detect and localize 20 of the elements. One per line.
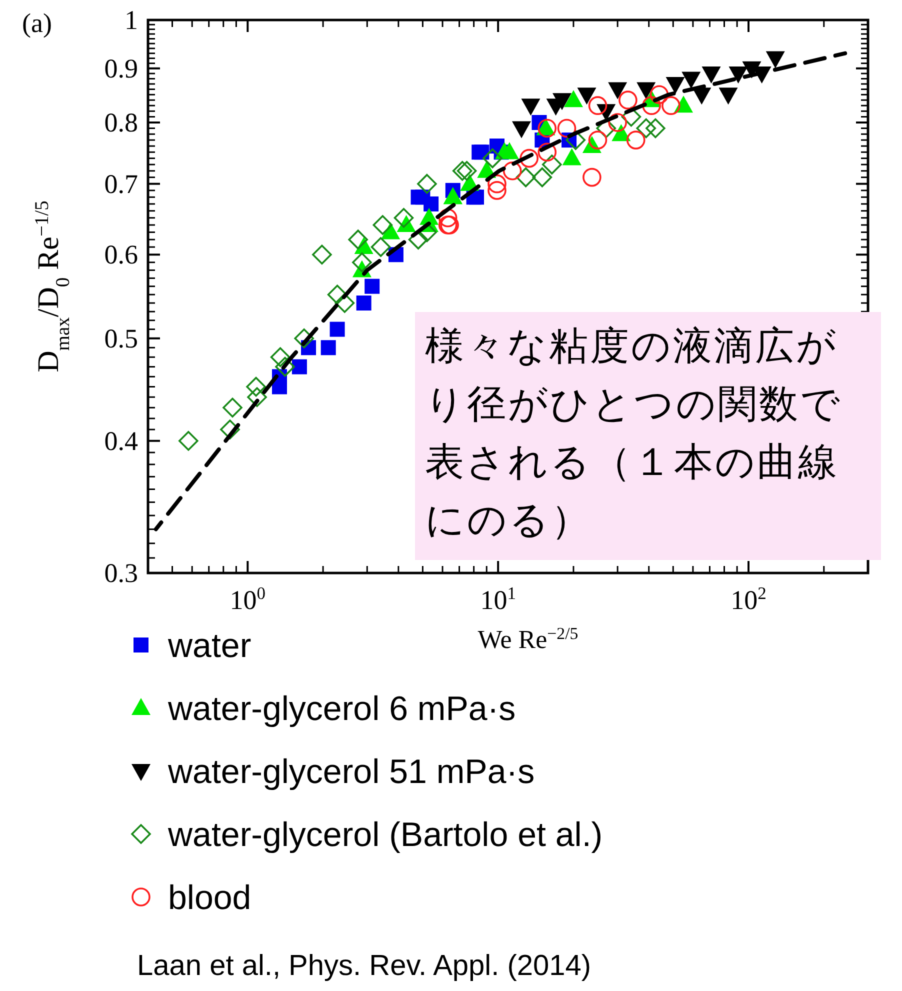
legend-label: water-glycerol 51 mPa·s — [167, 753, 535, 791]
legend-label: water — [167, 627, 252, 665]
y-tick-label: 0.4 — [104, 426, 138, 456]
y-tick-label: 0.5 — [104, 323, 138, 354]
x-tick-label: 10$^{0}$ — [230, 583, 266, 615]
x-tick-label: 10$^{2}$ — [730, 583, 766, 615]
x-axis-title: We Re$^{−2/5}$ — [478, 624, 578, 654]
legend-label: water-glycerol (Bartolo et al.) — [167, 816, 603, 854]
y-tick-label: 1 — [124, 5, 138, 35]
y-tick-label: 0.9 — [104, 53, 138, 84]
y-tick-label: 0.8 — [104, 107, 138, 138]
x-tick-label: 10$^{1}$ — [480, 583, 516, 615]
note: 様々な粘度の液滴広がり径がひとつの関数で表される（１本の曲線にのる） — [415, 312, 881, 560]
y-tick-label: 0.7 — [104, 168, 138, 199]
legend-label: water-glycerol 6 mPa·s — [167, 690, 516, 728]
text: (a) — [22, 8, 52, 38]
y-tick-label: 0.3 — [104, 558, 138, 588]
legend-label: blood — [168, 879, 252, 917]
text: Laan et al., Phys. Rev. Appl. (2014) — [137, 950, 592, 982]
y-tick-label: 0.6 — [104, 240, 138, 270]
